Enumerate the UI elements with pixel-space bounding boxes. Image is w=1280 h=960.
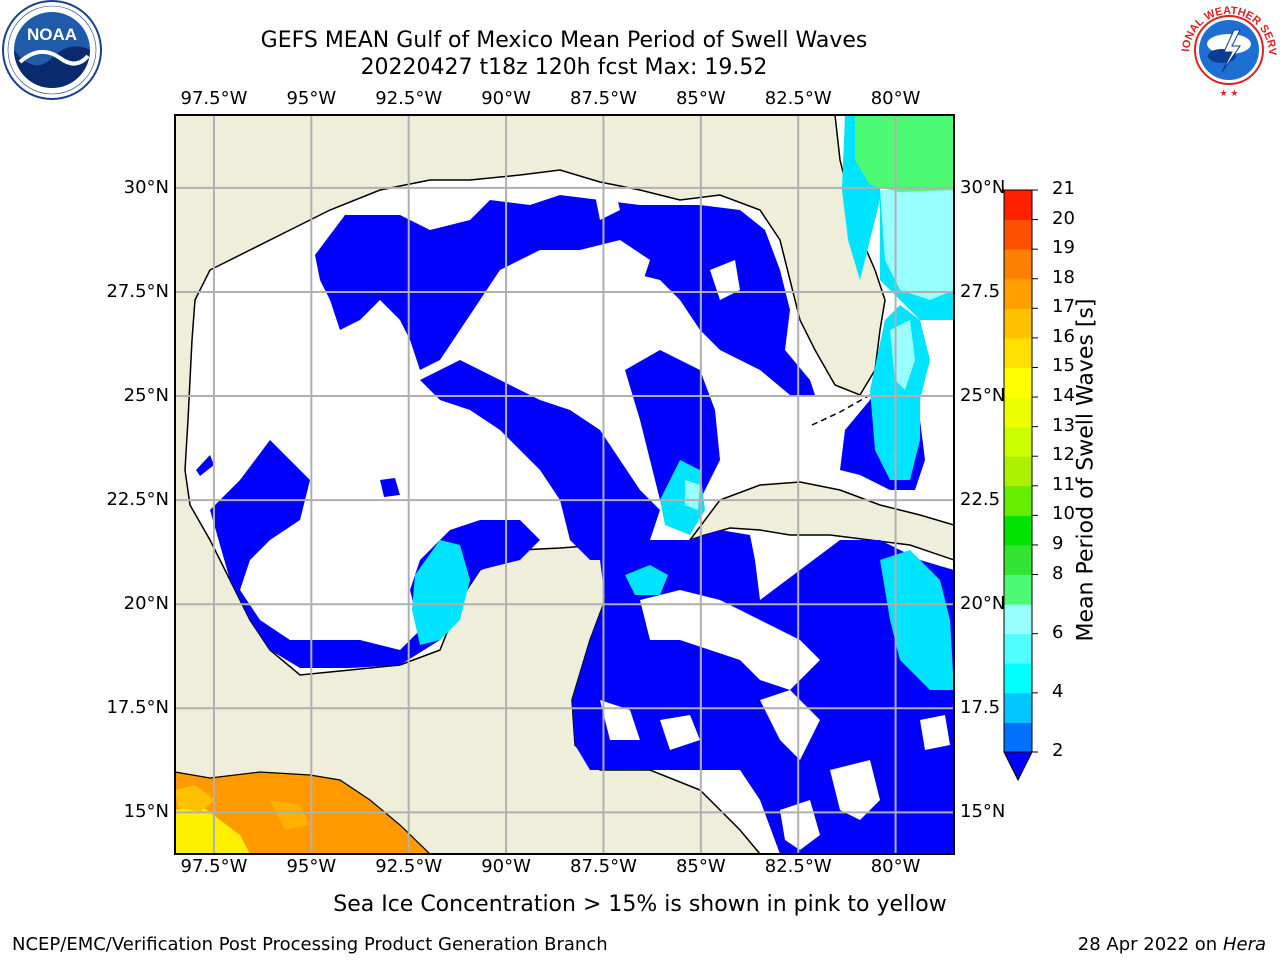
chart-subtitle: 20220427 t18z 120h fcst Max: 19.52 [360,55,768,80]
nws-logo: NATIONAL WEATHER SERVICE ★ ★ [1174,0,1280,100]
colorbar-band [1004,337,1032,368]
lat-tick-label-right: 20°N [960,593,1006,615]
colorbar-band [1004,219,1032,250]
colorbar-band [1004,308,1032,339]
footer-right: 28 Apr 2022 on Hera [1078,934,1266,955]
colorbar [1003,189,1038,782]
colorbar-tick-label: 4 [1052,680,1064,702]
colorbar-band [1004,249,1032,280]
colorbar-tick-label: 21 [1052,178,1075,199]
lon-tick-label: 85°W [675,856,726,877]
lat-tick-label-right: 17.5 [960,697,1001,719]
lat-tick-label-left: 30°N [123,176,169,198]
lat-tick-label-right: 27.5 [960,280,1001,302]
swell-green-field [855,115,954,192]
colorbar-tick-label: 11 [1052,473,1075,495]
colorbar-tick-label: 6 [1052,621,1064,643]
footer-date: 28 Apr 2022 on [1077,934,1223,955]
colorbar-band [1004,456,1032,487]
colorbar-label: Mean Period of Swell Waves [s] [1073,298,1099,642]
lon-tick-label: 85°W [675,88,726,109]
colorbar-band [1004,515,1032,546]
colorbar-tick-label: 18 [1052,266,1075,288]
colorbar-band [1004,367,1032,398]
lat-tick-label-right: 25°N [960,385,1006,407]
colorbar-tick-label: 19 [1052,237,1075,259]
lon-tick-label: 95°W [286,88,337,109]
lat-tick-label-left: 27.5°N [106,280,169,302]
cuba-island [687,481,954,561]
footer-left: NCEP/EMC/Verification Post Processing Pr… [12,934,608,955]
colorbar-tick-label: 15 [1052,355,1075,377]
lon-tick-label: 97.5°W [180,88,248,109]
colorbar-tick-label: 9 [1052,532,1064,554]
lat-tick-label-right: 22.5 [960,489,1001,511]
map-frame [174,114,955,855]
map-grid [175,115,954,854]
lon-tick-label: 92.5°W [375,856,443,877]
lon-tick-label: 82.5°W [764,88,832,109]
lat-tick-label-right: 15°N [960,801,1006,823]
colorbar-band [1004,544,1032,576]
colorbar-tick-label: 17 [1052,296,1075,318]
colorbar-extend-arrow [1003,751,1033,782]
chart-title: GEFS MEAN Gulf of Mexico Mean Period of … [260,28,868,53]
noaa-emblem-icon: NOAA [2,0,102,100]
colorbar-band [1004,663,1032,694]
colorbar-tick-label: 13 [1052,414,1075,436]
nws-emblem-icon: NATIONAL WEATHER SERVICE ★ ★ [1174,0,1278,99]
colorbar-band [1004,485,1032,516]
colorbar-band [1004,397,1032,428]
colorbar-band [1004,574,1032,605]
lon-tick-label: 90°W [481,856,531,877]
lat-tick-label-right: 30°N [960,176,1006,198]
lat-tick-label-left: 20°N [123,593,169,615]
colorbar-tick-label: 10 [1052,503,1075,525]
lat-tick-label-left: 22.5°N [106,489,169,511]
lon-tick-label: 80°W [870,88,921,109]
noaa-logo: NOAA [0,0,104,104]
lat-tick-label-left: 15°N [123,801,169,823]
footer-host: Hera [1222,934,1266,955]
colorbar-frame [1003,189,1033,752]
florida-keys [811,394,871,426]
lon-tick-label: 80°W [870,856,921,877]
svg-text:NOAA: NOAA [27,25,77,44]
lon-tick-label: 87.5°W [569,856,637,877]
lon-tick-label: 97.5°W [180,856,248,877]
lat-tick-label-left: 17.5°N [106,697,169,719]
colorbar-band [1004,426,1032,457]
colorbar-tick-label: 14 [1052,385,1075,407]
colorbar-tick-label: 12 [1052,444,1075,466]
colorbar-tick-label: 16 [1052,325,1075,347]
lon-tick-label: 95°W [286,856,337,877]
lon-tick-label: 90°W [481,88,531,109]
lon-tick-label: 87.5°W [569,88,637,109]
sea-ice-note: Sea Ice Concentration > 15% is shown in … [333,892,947,917]
colorbar-band [1004,604,1032,635]
svg-text:★ ★: ★ ★ [1220,89,1239,99]
colorbar-tick-label: 20 [1052,207,1075,229]
lat-tick-label-left: 25°N [123,385,169,407]
colorbar-band [1004,278,1032,309]
colorbar-tick-label: 2 [1052,740,1064,761]
lon-tick-label: 92.5°W [375,88,443,109]
colorbar-tick-label: 8 [1052,562,1064,584]
colorbar-band [1004,692,1032,723]
lon-tick-label: 82.5°W [764,856,832,877]
colorbar-band [1004,722,1032,753]
colorbar-band [1004,190,1032,221]
colorbar-band [1004,633,1032,664]
